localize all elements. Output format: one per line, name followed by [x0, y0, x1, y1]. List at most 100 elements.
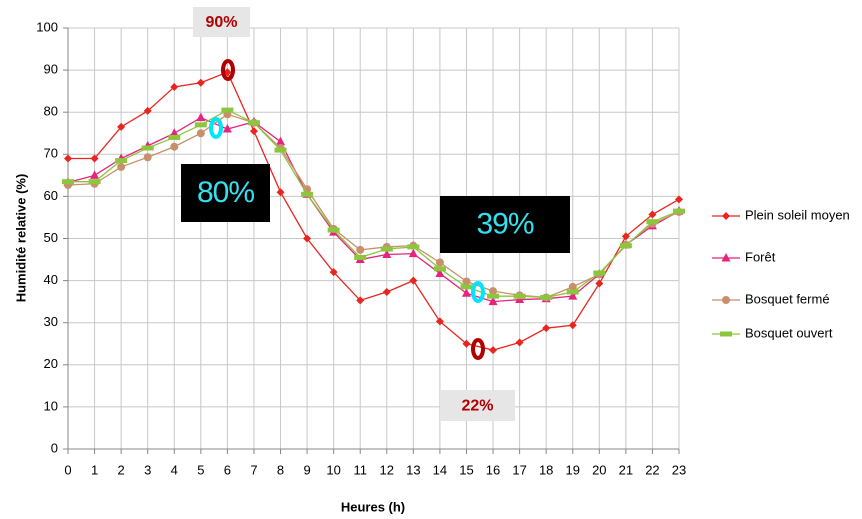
marker [489, 287, 498, 296]
marker [64, 154, 72, 163]
x-tick-label: 6 [224, 462, 231, 477]
legend-label: Forêt [745, 249, 776, 264]
marker [489, 346, 498, 355]
marker [276, 136, 286, 146]
x-tick-label: 7 [250, 462, 257, 477]
marker [595, 279, 604, 288]
y-tick-label: 90 [44, 62, 58, 77]
marker [274, 147, 287, 153]
marker [673, 208, 685, 214]
x-tick-label: 9 [303, 462, 310, 477]
marker [621, 232, 630, 241]
legend-label: Plein soleil moyen [745, 207, 850, 222]
marker [513, 293, 526, 299]
legend-marker [722, 296, 730, 304]
marker [542, 324, 551, 333]
marker [568, 291, 578, 300]
y-tick-label: 10 [44, 398, 58, 413]
marker [462, 339, 471, 348]
marker [196, 78, 205, 87]
x-tick-label: 23 [672, 462, 686, 477]
marker [568, 282, 577, 291]
marker [382, 249, 392, 258]
marker [90, 154, 99, 163]
annotation-box [440, 196, 570, 253]
marker [515, 338, 524, 347]
marker [117, 162, 126, 171]
annotation-box [181, 164, 270, 222]
legend-marker [720, 331, 732, 337]
y-tick-label: 20 [44, 356, 58, 371]
marker [619, 243, 632, 249]
x-tick-label: 14 [433, 462, 447, 477]
marker [141, 145, 154, 151]
marker [566, 289, 579, 295]
highlight-oval [471, 338, 485, 360]
marker [646, 219, 659, 225]
x-tick-label: 0 [64, 462, 71, 477]
x-tick-label: 2 [118, 462, 125, 477]
marker [593, 270, 606, 276]
y-tick-label: 30 [44, 314, 58, 329]
legend-label: Bosquet ouvert [745, 325, 833, 340]
marker [249, 127, 258, 136]
x-tick-label: 5 [197, 462, 204, 477]
annotation-text: 22% [461, 398, 493, 415]
legend-marker [721, 253, 731, 262]
marker [408, 248, 418, 258]
x-tick-label: 11 [353, 462, 367, 477]
y-axis-label: Humidité relative (%) [13, 174, 28, 303]
marker [303, 234, 312, 243]
marker [247, 120, 260, 126]
marker [409, 276, 418, 285]
annotation-text: 90% [205, 14, 237, 31]
marker [461, 288, 471, 297]
marker [62, 179, 74, 185]
x-tick-label: 21 [619, 462, 633, 477]
marker [568, 321, 577, 330]
x-tick-label: 22 [645, 462, 659, 477]
marker [354, 254, 367, 260]
marker [433, 266, 446, 272]
marker [380, 246, 393, 252]
annotation-text: 80% [197, 176, 254, 209]
marker [356, 296, 365, 305]
marker [648, 210, 657, 219]
marker [88, 179, 101, 185]
x-tick-label: 18 [539, 462, 553, 477]
x-tick-label: 3 [144, 462, 151, 477]
x-tick-label: 1 [91, 462, 98, 477]
marker [169, 128, 179, 137]
marker [143, 106, 152, 115]
marker [170, 82, 179, 91]
marker [435, 268, 445, 277]
marker [407, 244, 420, 250]
x-tick-label: 4 [171, 462, 178, 477]
legend-marker [722, 212, 730, 220]
x-tick-label: 13 [406, 462, 420, 477]
x-tick-label: 8 [277, 462, 284, 477]
x-tick-label: 16 [486, 462, 500, 477]
marker [675, 195, 683, 204]
series-line [67, 116, 680, 303]
marker [143, 153, 152, 162]
marker [488, 296, 498, 306]
marker [435, 317, 444, 326]
marker [221, 107, 234, 113]
series-line [68, 71, 680, 351]
x-tick-label: 12 [380, 462, 394, 477]
highlight-oval [471, 281, 485, 303]
y-tick-label: 60 [44, 188, 58, 203]
highlight-oval [221, 59, 235, 81]
annotation-box [440, 390, 515, 421]
marker [301, 191, 314, 197]
highlight-oval [209, 117, 223, 139]
annotation-text: 39% [476, 207, 533, 240]
marker [222, 124, 232, 133]
marker [460, 284, 473, 290]
y-tick-label: 100 [36, 19, 58, 34]
marker [382, 287, 391, 296]
marker [196, 129, 205, 138]
marker [170, 142, 179, 151]
